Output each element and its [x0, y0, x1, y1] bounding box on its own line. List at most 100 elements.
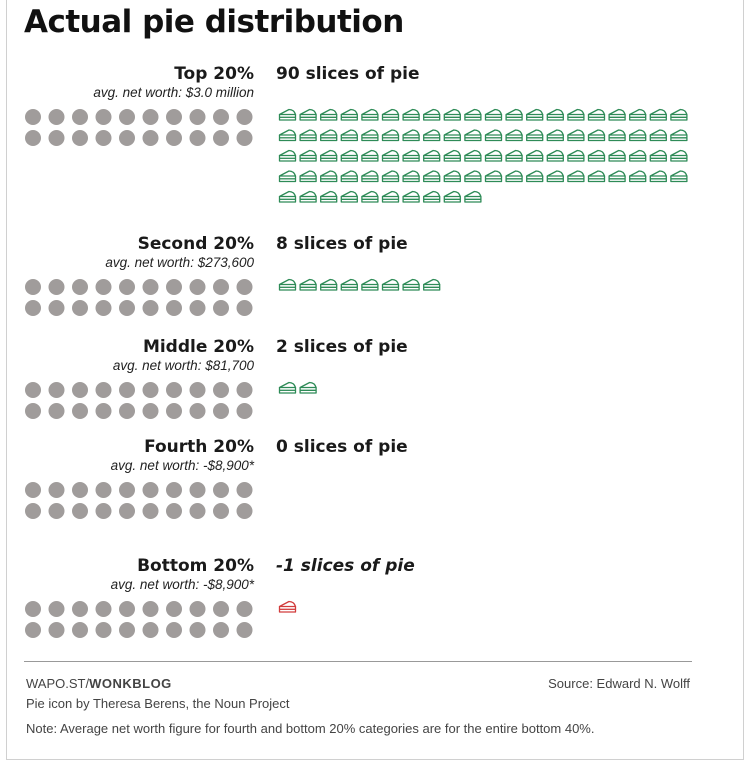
person-dot — [119, 622, 135, 638]
person-dot — [25, 109, 41, 125]
pie-slice-icon — [402, 108, 420, 121]
person-dot — [166, 622, 182, 638]
slices-grid — [278, 278, 441, 291]
person-dot — [236, 109, 253, 125]
pie-slice-icon — [587, 170, 606, 183]
chart-title: Actual pie distribution — [24, 4, 404, 40]
person-dot — [72, 403, 88, 419]
group-label: Fourth 20% — [144, 437, 254, 457]
pie-slice-icon — [484, 129, 503, 142]
person-dot — [119, 300, 135, 316]
person-dot — [72, 601, 88, 617]
person-dot — [72, 300, 88, 316]
person-dot — [236, 482, 253, 498]
pie-slice-icon — [361, 129, 379, 142]
person-dot — [95, 622, 112, 638]
pie-slice-icon — [381, 278, 400, 291]
person-dot — [119, 503, 135, 519]
pie-slice-icon — [526, 108, 544, 121]
pie-slice-icon — [567, 170, 585, 183]
pie-slice-icon — [299, 381, 317, 394]
pie-slice-icon — [464, 170, 482, 183]
person-dot — [119, 382, 135, 398]
person-dot — [25, 403, 41, 419]
pie-slice-icon — [278, 108, 297, 121]
pie-slice-icon — [299, 149, 317, 162]
pie-slice-icon — [402, 278, 420, 291]
person-dot — [48, 300, 65, 316]
pie-slice-icon — [629, 170, 647, 183]
footer-divider — [24, 661, 692, 662]
person-dot — [236, 300, 253, 316]
dots-grid — [25, 279, 253, 316]
footnote: Note: Average net worth figure for fourt… — [26, 721, 595, 736]
pie-slice-icon — [629, 108, 647, 121]
pie-slice-icon — [670, 108, 688, 121]
group-net-worth: avg. net worth: $81,700 — [112, 358, 254, 373]
pie-slice-icon — [587, 108, 606, 121]
person-dot — [48, 503, 65, 519]
pie-slice-icon — [340, 108, 358, 121]
source-credit: Source: Edward N. Wolff — [548, 676, 690, 691]
person-dot — [166, 382, 182, 398]
person-dot — [142, 109, 159, 125]
pie-slice-icon — [320, 278, 338, 291]
group-label: Bottom 20% — [137, 556, 254, 576]
person-dot — [236, 130, 253, 146]
pie-slice-icon — [567, 149, 585, 162]
pie-slice-icon — [546, 170, 564, 183]
person-dot — [95, 130, 112, 146]
slices-grid — [278, 108, 688, 203]
person-dot — [119, 482, 135, 498]
person-dot — [142, 601, 159, 617]
person-dot — [166, 503, 182, 519]
pie-slice-icon — [402, 190, 420, 203]
pie-slice-icon — [402, 129, 420, 142]
pie-slice-icon — [361, 278, 379, 291]
pie-slice-icon — [464, 149, 482, 162]
pie-slice-icon — [443, 129, 461, 142]
person-dot — [25, 622, 41, 638]
pie-slice-icon — [464, 190, 482, 203]
person-dot — [213, 279, 229, 295]
pie-slice-icon — [340, 170, 358, 183]
person-dot — [95, 403, 112, 419]
person-dot — [119, 279, 135, 295]
pie-slice-icon — [361, 190, 379, 203]
person-dot — [166, 279, 182, 295]
pie-slice-icon — [443, 170, 461, 183]
person-dot — [25, 382, 41, 398]
dots-grid — [25, 482, 253, 519]
person-dot — [189, 601, 206, 617]
pie-slice-icon — [464, 129, 482, 142]
pie-slice-icon — [443, 190, 461, 203]
person-dot — [213, 622, 229, 638]
person-dot — [236, 382, 253, 398]
pie-slice-icon — [505, 129, 523, 142]
person-dot — [166, 403, 182, 419]
pie-slice-icon — [299, 278, 317, 291]
pie-slice-icon — [526, 129, 544, 142]
person-dot — [48, 601, 65, 617]
person-dot — [166, 109, 182, 125]
site-prefix: WAPO.ST/ — [26, 676, 90, 691]
person-dot — [166, 601, 182, 617]
person-dot — [189, 503, 206, 519]
person-dot — [72, 622, 88, 638]
person-dot — [213, 601, 229, 617]
pie-slice-icon — [484, 108, 503, 121]
group-net-worth: avg. net worth: -$8,900* — [110, 577, 254, 592]
person-dot — [142, 382, 159, 398]
pie-slice-icon — [608, 129, 626, 142]
person-dot — [25, 300, 41, 316]
icon-credit: Pie icon by Theresa Berens, the Noun Pro… — [26, 696, 290, 711]
pie-slice-icon — [361, 149, 379, 162]
person-dot — [72, 279, 88, 295]
chart-frame — [6, 0, 744, 760]
pie-slice-icon — [381, 149, 400, 162]
pie-slice-icon — [299, 170, 317, 183]
pie-slice-icon — [670, 170, 688, 183]
person-dot — [213, 382, 229, 398]
pie-slice-icon — [649, 149, 667, 162]
dots-grid — [25, 601, 253, 638]
